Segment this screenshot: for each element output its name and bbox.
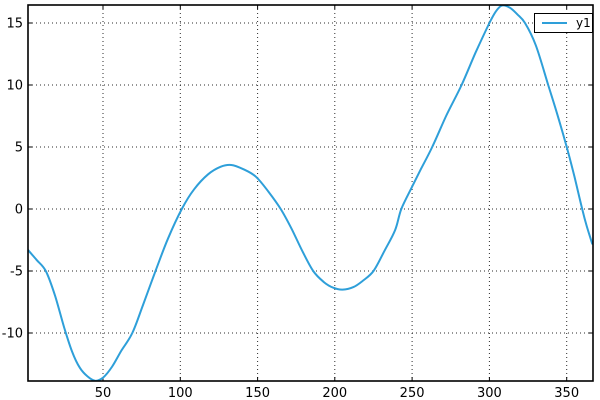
series-line-y1 <box>28 5 593 381</box>
x-tick-label: 250 <box>400 386 425 400</box>
y-tick-label: 10 <box>6 79 23 94</box>
x-tick-label: 50 <box>95 386 112 400</box>
x-tick-label: 150 <box>245 386 270 400</box>
y-tick-label: 5 <box>15 141 23 156</box>
y-tick-label: 0 <box>15 203 23 218</box>
x-tick-label: 300 <box>477 386 502 400</box>
grid <box>28 5 593 381</box>
tick-labels: 50 100 150 200 250 300 350 -10 -5 0 5 10 15 <box>2 17 579 400</box>
y-tick-label: 15 <box>6 17 23 32</box>
x-tick-label: 100 <box>168 386 193 400</box>
x-tick-label: 200 <box>322 386 347 400</box>
tick-marks <box>28 5 593 381</box>
y-tick-label: -5 <box>10 265 23 280</box>
legend-line-sample <box>542 22 567 24</box>
plot-frame <box>27 4 594 382</box>
legend: y1 <box>534 13 593 33</box>
x-tick-label: 350 <box>554 386 579 400</box>
legend-label: y1 <box>576 16 591 30</box>
y-tick-label: -10 <box>2 327 23 342</box>
